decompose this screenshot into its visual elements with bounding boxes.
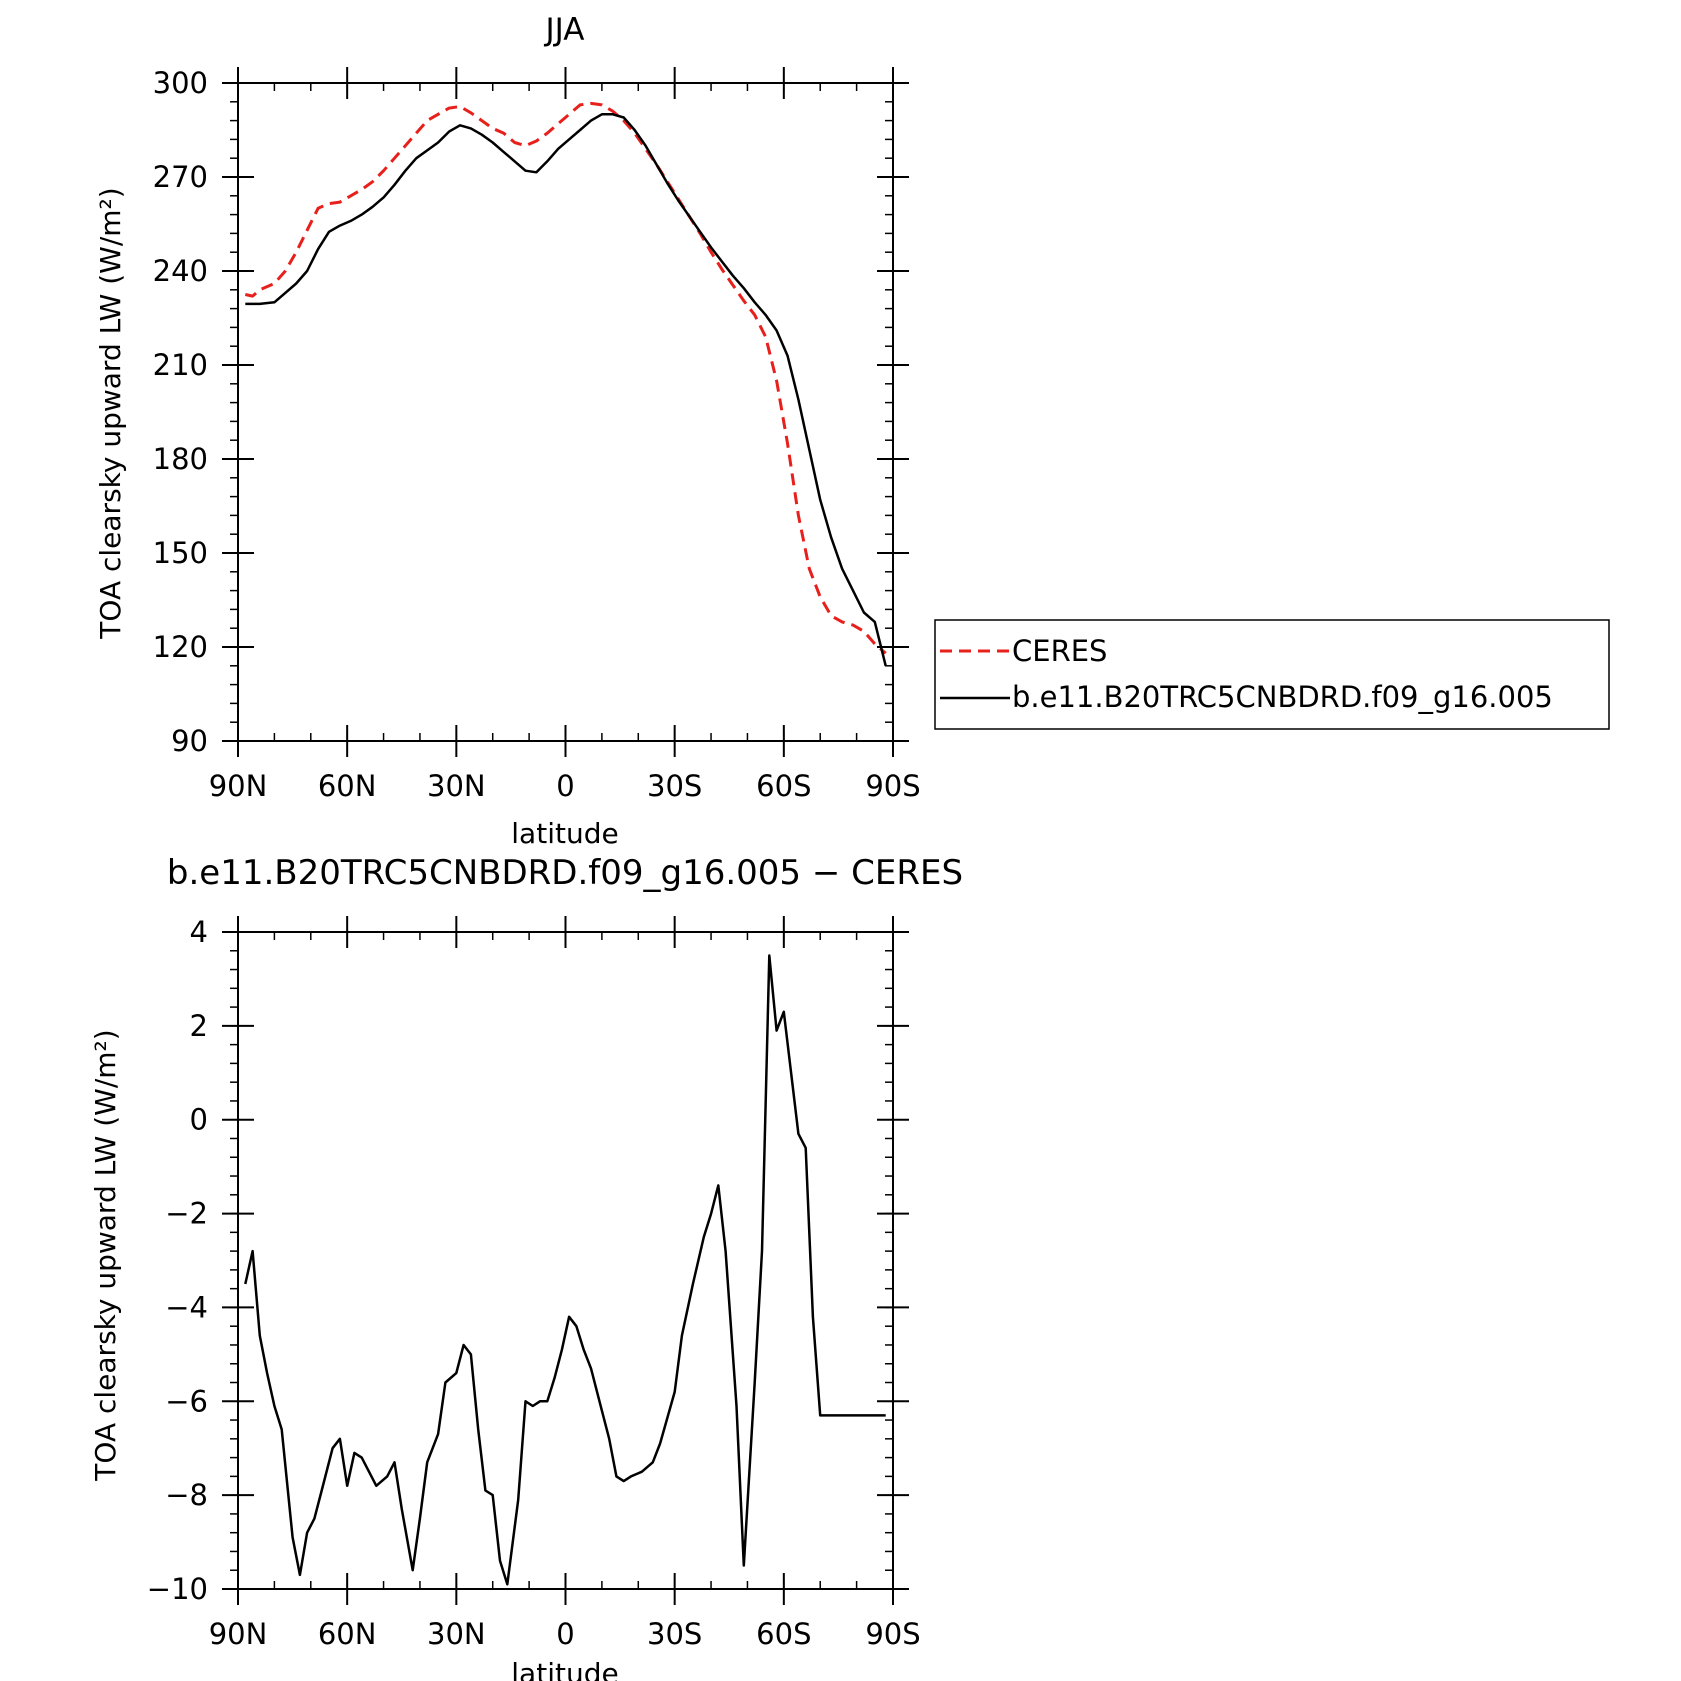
top-x-tick-label: 60S (756, 769, 811, 803)
top-x-tick-label: 90S (865, 769, 920, 803)
bottom-x-tick-label: 60N (318, 1617, 377, 1651)
top-x-tick-label: 0 (556, 769, 574, 803)
model-series-line (245, 113, 887, 667)
bottom-x-tick-label: 30S (647, 1617, 702, 1651)
bottom-series-group (244, 954, 886, 1586)
bottom-y-tick-label: 2 (190, 1009, 208, 1043)
top-series-group (244, 101, 887, 667)
top-y-tick-label: 180 (153, 442, 208, 476)
top-x-tick-label: 60N (318, 769, 377, 803)
top-y-tick-label: 240 (153, 254, 208, 288)
top-chart-title: JJA (544, 12, 585, 48)
bottom-y-tick-label: −8 (165, 1478, 208, 1512)
top-y-tick-label: 270 (153, 160, 208, 194)
bottom-y-tick-label: −6 (165, 1384, 208, 1418)
legend: CERES b.e11.B20TRC5CNBDRD.f09_g16.005 (934, 619, 1610, 730)
legend-box (934, 619, 1610, 730)
bottom-axes: 90N 60N 30N 0 30S 60S 90S −10 −8 −6 −4 −2 0 2 4 (147, 915, 921, 1651)
top-x-axis-label: latitude (511, 817, 618, 850)
bottom-y-tick-label: −2 (165, 1197, 208, 1231)
bottom-x-tick-label: 90N (209, 1617, 268, 1651)
bottom-y-axis-label: TOA clearsky upward LW (W/m²) (89, 1029, 122, 1481)
top-y-tick-label: 120 (153, 630, 208, 664)
bottom-x-axis-label: latitude (511, 1657, 618, 1681)
top-y-tick-label: 210 (153, 348, 208, 382)
top-x-tick-label: 90N (209, 769, 268, 803)
legend-label-ceres: CERES (1012, 634, 1107, 668)
bottom-panel: b.e11.B20TRC5CNBDRD.f09_g16.005 − CERES … (89, 853, 963, 1681)
ceres-series-line (244, 101, 887, 655)
bottom-y-tick-label: 4 (190, 915, 208, 949)
top-panel: JJA 90N 60N 30N 0 30S 60S 90S 90 120 150 180 210 240… (94, 12, 1610, 850)
top-x-tick-label: 30S (647, 769, 702, 803)
top-y-tick-label: 300 (153, 66, 208, 100)
top-x-tick-label: 30N (427, 769, 486, 803)
bottom-x-tick-label: 60S (756, 1617, 811, 1651)
top-y-tick-label: 90 (171, 724, 208, 758)
bottom-x-tick-label: 0 (556, 1617, 574, 1651)
legend-label-model: b.e11.B20TRC5CNBDRD.f09_g16.005 (1012, 680, 1553, 714)
top-axes: 90N 60N 30N 0 30S 60S 90S 90 120 150 180 210 240 270 3… (153, 66, 921, 803)
bottom-x-tick-label: 90S (865, 1617, 920, 1651)
top-y-axis-label: TOA clearsky upward LW (W/m²) (94, 187, 127, 639)
bottom-chart-title: b.e11.B20TRC5CNBDRD.f09_g16.005 − CERES (167, 853, 963, 893)
top-y-tick-label: 150 (153, 536, 208, 570)
bottom-y-tick-label: 0 (190, 1103, 208, 1137)
bottom-y-tick-label: −10 (147, 1572, 208, 1606)
bottom-y-tick-label: −4 (165, 1290, 208, 1324)
difference-series-line (244, 954, 886, 1586)
bottom-x-tick-label: 30N (427, 1617, 486, 1651)
